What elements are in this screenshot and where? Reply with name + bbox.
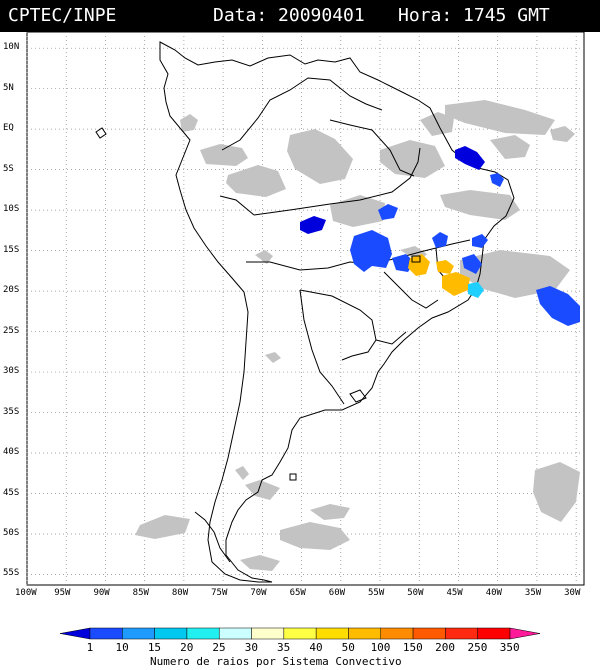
convective-system [455,146,485,170]
convective-system [436,260,454,274]
lat-label: 55S [3,568,20,579]
colorbar-tick-label: 10 [115,641,129,654]
colorbar-arrow-low [59,627,91,640]
colorbar-swatch [348,627,382,640]
station-marker [289,473,297,481]
colorbar-tick-label: 1 [86,641,94,654]
lon-label: 80W [171,588,189,598]
lon-label: 75W [211,588,228,598]
lon-label: 30W [564,588,581,598]
colorbar-arrow-high [509,627,541,640]
convective-system [350,230,392,272]
lat-label: 45S [3,487,20,498]
convective-system [432,232,448,248]
convective-system [378,204,398,220]
colorbar-swatch [122,627,155,640]
colorbar-tick-label: 50 [341,641,355,654]
convective-system [408,254,430,276]
lat-label: EQ [3,123,14,134]
colorbar-swatch [251,627,285,640]
lon-label: 35W [524,588,542,598]
lat-label: 15S [3,244,20,255]
colorbar-tick-label: 40 [309,641,323,654]
lat-lon-grid [26,32,584,585]
org-label: CPTEC/INPE [8,5,117,26]
colorbar-swatch [380,627,414,640]
date-field: Data: 20090401 [213,0,365,32]
colorbar-swatch [477,627,511,640]
colorbar-tick-label: 25 [212,641,226,654]
hour-field: Hora: 1745 GMT [398,0,550,32]
lat-label: 5S [3,163,14,174]
colorbar-tick-label: 150 [402,641,423,654]
lat-label: 35S [3,406,20,417]
colorbar-tick-label: 100 [370,641,391,654]
lon-label: 95W [54,588,71,598]
legend-title: Numero de raios por Sistema Convectivo [150,655,402,668]
date-label: Data: [213,5,268,26]
colorbar-tick-label: 15 [147,641,162,654]
colorbar-tick-label: 30 [244,641,258,654]
colorbar-tick-label: 20 [180,641,194,654]
colorbar-swatch [154,627,188,640]
convective-system [472,234,488,248]
date-value: 20090401 [278,5,365,26]
lon-label: 55W [368,588,385,598]
colorbar [59,627,541,640]
hour-label: Hora: [398,5,453,26]
convective-system [536,286,580,326]
map-header: CPTEC/INPE Data: 20090401 Hora: 1745 GMT [0,0,600,32]
convective-system [468,282,484,298]
colorbar-tick-label: 250 [467,641,488,654]
lon-label: 100W [15,588,37,598]
lon-label: 65W [289,588,306,598]
colorbar-swatch [89,627,123,640]
colorbar-tick-label: 200 [435,641,456,654]
lon-label: 40W [485,588,502,598]
colorbar-swatch [412,627,446,640]
lon-label: 45W [446,588,463,598]
lon-label: 90W [93,588,110,598]
timezone-label: GMT [517,5,550,26]
colorbar-tick-label: 35 [277,641,291,654]
lon-label: 60W [328,588,346,598]
convective-system [442,272,470,296]
station-marker [411,255,421,263]
convective-system [490,173,504,187]
convective-system [300,216,326,234]
lat-label: 10N [3,42,20,53]
lat-label: 20S [3,285,20,296]
convective-system [462,254,482,274]
lat-label: 10S [3,204,20,215]
colorbar-swatch [218,627,252,640]
lat-label: 40S [3,447,20,458]
hour-value: 1745 [463,5,507,26]
lon-label: 70W [250,588,267,598]
colorbar-swatch [315,627,349,640]
convective-systems-layer [289,146,580,481]
lat-label: 25S [3,325,20,336]
cloud-cover-layer [135,100,580,571]
lon-label: 85W [132,588,149,598]
lat-label: 50S [3,527,20,538]
colorbar-swatch [445,627,478,640]
colorbar-swatch [283,627,317,640]
colorbar-tick-label: 350 [499,641,520,654]
lat-label: 5N [3,82,14,93]
lat-label: 30S [3,366,20,377]
lon-label: 50W [407,588,424,598]
colorbar-swatch [186,627,220,640]
